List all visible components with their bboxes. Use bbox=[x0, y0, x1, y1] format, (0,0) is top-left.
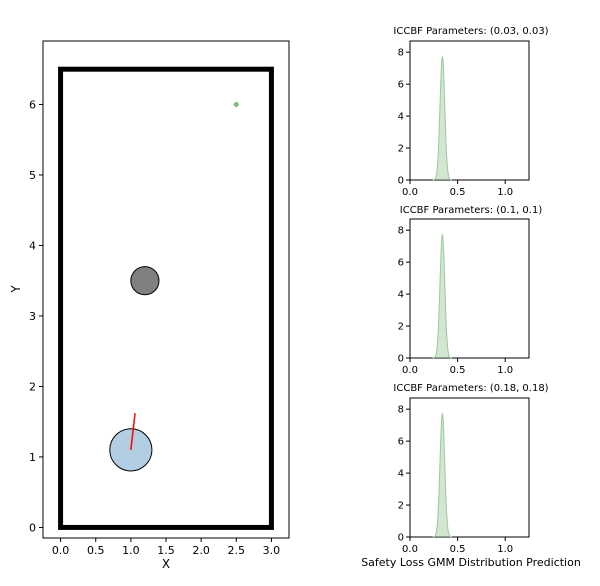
distribution-area bbox=[432, 56, 452, 181]
y-tick-label: 4 bbox=[29, 239, 36, 252]
x-tick-label: 0.5 bbox=[450, 544, 466, 555]
subplot-title-3: ICCBF Parameters: (0.18, 0.18) bbox=[393, 383, 548, 394]
y-tick-label: 8 bbox=[398, 405, 404, 416]
distribution-curve bbox=[432, 233, 452, 359]
y-tick-label: 6 bbox=[398, 258, 404, 269]
x-tick-label: 1.0 bbox=[497, 544, 513, 555]
distribution-curve bbox=[432, 412, 452, 538]
main-plot-area bbox=[58, 66, 274, 530]
main-plot: 0.0 0.5 1.0 1.5 2.0 2.5 3.0 0 1 2 3 4 5 6 X Y bbox=[9, 40, 290, 571]
x-tick-label: 1.0 bbox=[122, 544, 140, 557]
environment-boundary bbox=[58, 66, 274, 530]
x-tick-label: 1.5 bbox=[157, 544, 175, 557]
x-tick-label: 0.0 bbox=[402, 365, 418, 376]
x-tick-label: 0.0 bbox=[52, 544, 70, 557]
main-axes-frame bbox=[42, 40, 290, 539]
main-x-ticks: 0.0 0.5 1.0 1.5 2.0 2.5 3.0 bbox=[52, 538, 280, 557]
x-tick-label: 1.0 bbox=[497, 365, 513, 376]
subplot-axes-frame bbox=[409, 40, 530, 181]
x-tick-label: 0.0 bbox=[402, 187, 418, 198]
x-tick-label: 0.5 bbox=[450, 365, 466, 376]
x-tick-label: 3.0 bbox=[263, 544, 281, 557]
y-tick-label: 0 bbox=[29, 521, 36, 534]
x-tick-label: 0.5 bbox=[450, 187, 466, 198]
y-tick-label: 2 bbox=[398, 322, 404, 333]
y-tick-label: 6 bbox=[398, 80, 404, 91]
y-tick-label: 6 bbox=[398, 437, 404, 448]
subplot-axes-frame bbox=[409, 218, 530, 359]
y-tick-label: 0 bbox=[398, 176, 404, 187]
distribution-area bbox=[432, 234, 452, 358]
x-tick-label: 2.0 bbox=[192, 544, 210, 557]
figure-caption: Safety Loss GMM Distribution Prediction bbox=[361, 556, 581, 569]
y-tick-label: 4 bbox=[398, 469, 404, 480]
distribution-area bbox=[432, 413, 452, 537]
goal-point bbox=[233, 102, 239, 107]
y-tick-label: 2 bbox=[29, 380, 36, 393]
distribution-subplot-1: ICCBF Parameters: (0.03, 0.03) 0.0 0.5 1.0… bbox=[393, 26, 548, 198]
subplot-title-1: ICCBF Parameters: (0.03, 0.03) bbox=[393, 26, 548, 37]
y-tick-label: 2 bbox=[398, 501, 404, 512]
x-tick-label: 2.5 bbox=[228, 544, 246, 557]
x-axis-label: X bbox=[162, 557, 170, 571]
y-tick-label: 6 bbox=[29, 98, 36, 111]
robot-heading bbox=[130, 413, 136, 450]
y-tick-label: 4 bbox=[398, 112, 404, 123]
distribution-subplot-2: ICCBF Parameters: (0.1, 0.1) 0.0 0.5 1.0 0 2… bbox=[398, 205, 543, 376]
y-tick-label: 8 bbox=[398, 226, 404, 237]
y-tick-label: 2 bbox=[398, 144, 404, 155]
y-tick-label: 4 bbox=[398, 290, 404, 301]
y-tick-label: 1 bbox=[29, 451, 36, 464]
x-tick-label: 0.0 bbox=[402, 544, 418, 555]
subplot-axes-frame bbox=[409, 397, 530, 538]
x-tick-label: 0.5 bbox=[87, 544, 105, 557]
y-axis-label: Y bbox=[9, 285, 23, 294]
distribution-subplot-3: ICCBF Parameters: (0.18, 0.18) 0.0 0.5 1.0… bbox=[393, 383, 548, 555]
distribution-curve bbox=[432, 55, 452, 181]
y-tick-label: 5 bbox=[29, 169, 36, 182]
y-tick-label: 0 bbox=[398, 354, 404, 365]
y-tick-label: 3 bbox=[29, 310, 36, 323]
y-tick-label: 0 bbox=[398, 533, 404, 544]
x-tick-label: 1.0 bbox=[497, 187, 513, 198]
main-y-ticks: 0 1 2 3 4 5 6 bbox=[29, 98, 43, 534]
obstacle bbox=[130, 266, 160, 296]
subplot-title-2: ICCBF Parameters: (0.1, 0.1) bbox=[400, 205, 543, 216]
y-tick-label: 8 bbox=[398, 48, 404, 59]
